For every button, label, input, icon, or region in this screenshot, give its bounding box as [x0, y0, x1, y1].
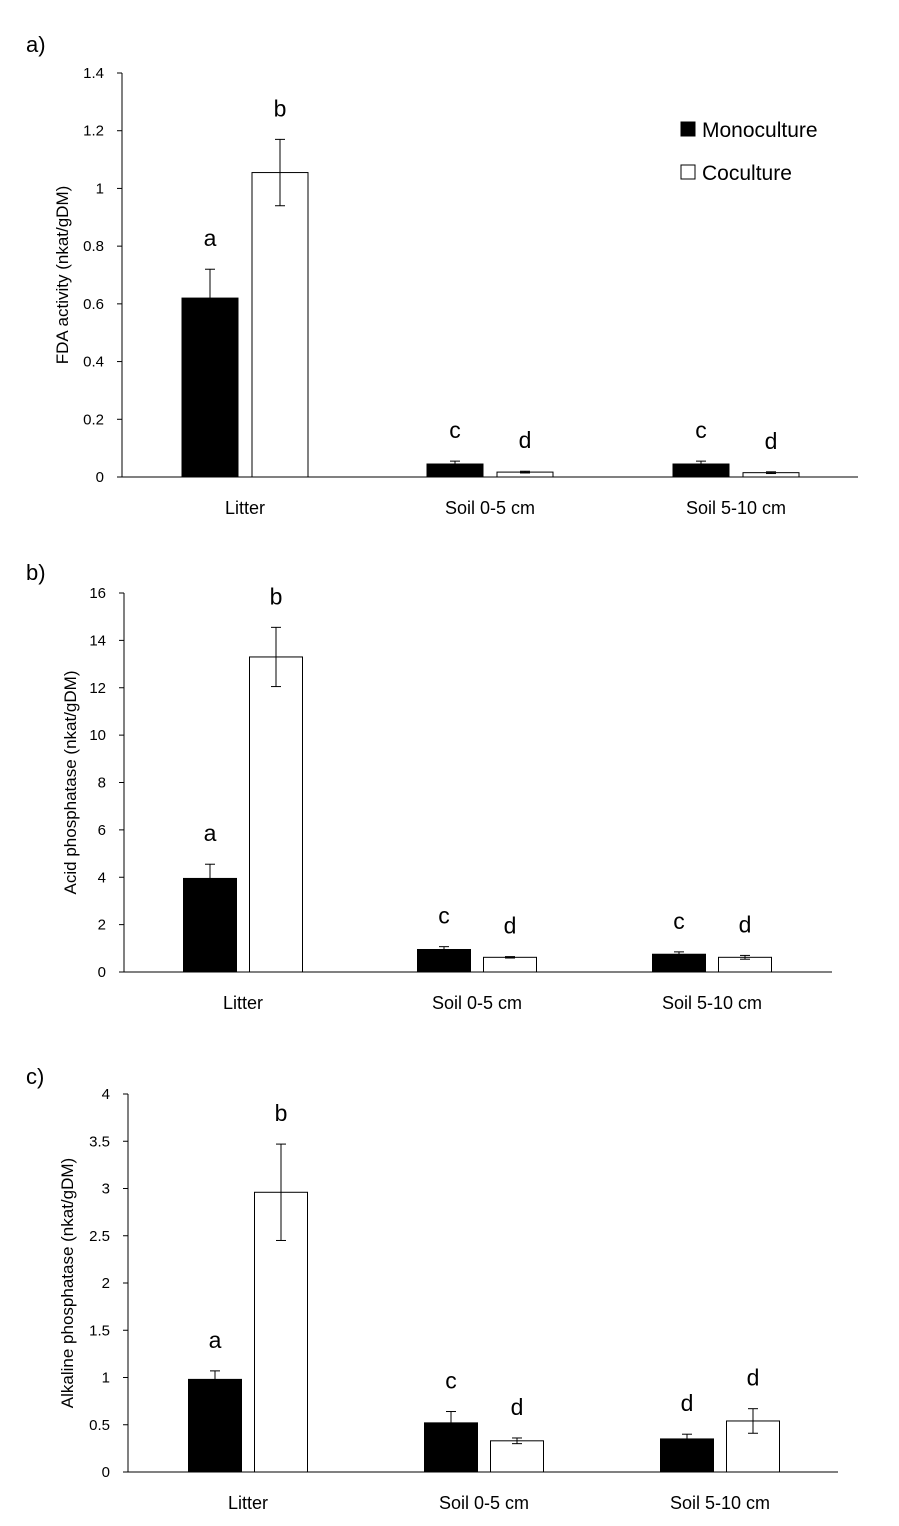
panel-label: a)	[26, 32, 46, 57]
y-tick-label: 6	[98, 822, 106, 839]
significance-letter: c	[449, 417, 461, 443]
significance-letter: c	[445, 1368, 457, 1394]
legend-swatch-monoculture	[680, 121, 696, 137]
significance-letter: d	[765, 428, 778, 454]
chart-panels: a) 0 0.2 0.4 0.6 0.8 1 1.2 1.4 FDA activity (nkat…	[26, 32, 858, 1513]
significance-letter: b	[275, 1100, 288, 1126]
y-axis-label: FDA activity (nkat/gDM)	[53, 186, 72, 365]
y-tick-label: 0	[96, 469, 104, 486]
y-tick-label: 3.5	[89, 1133, 110, 1150]
significance-letter: a	[204, 225, 217, 251]
bar-monoculture	[183, 877, 237, 973]
y-tick-label: 4	[102, 1086, 110, 1103]
legend-swatch-coculture	[680, 164, 696, 180]
y-tick-label: 2.5	[89, 1228, 110, 1245]
x-category-label: Soil 0-5 cm	[439, 1493, 529, 1513]
bar-monoculture	[417, 948, 471, 973]
significance-letter: d	[519, 427, 532, 453]
x-category-label: Soil 5-10 cm	[686, 498, 786, 518]
bar-coculture	[490, 1440, 544, 1473]
bar-monoculture	[660, 1438, 714, 1473]
legend: Monoculture Coculture	[680, 119, 818, 185]
bar-coculture	[249, 656, 303, 973]
y-tick-label: 0.5	[89, 1417, 110, 1434]
y-tick-label: 14	[89, 632, 106, 649]
y-tick-label: 0	[102, 1464, 110, 1481]
y-tick-label: 0.4	[83, 354, 104, 371]
y-tick-label: 1.5	[89, 1322, 110, 1339]
chart-panel: b) 0 2 4 6 8 10 12 14 16 Acid phosphatase (nkat/gD…	[26, 560, 832, 1013]
significance-letter: d	[681, 1390, 694, 1416]
x-category-label: Soil 0-5 cm	[432, 993, 522, 1013]
y-tick-label: 1	[102, 1370, 110, 1387]
bar-coculture	[251, 172, 309, 478]
y-tick-label: 1.2	[83, 123, 104, 140]
y-tick-label: 4	[98, 869, 106, 886]
significance-letter: d	[747, 1365, 760, 1391]
y-tick-label: 0.2	[83, 411, 104, 428]
significance-letter: c	[438, 903, 450, 929]
y-tick-label: 12	[89, 680, 106, 697]
significance-letter: a	[209, 1327, 222, 1353]
significance-letter: b	[274, 95, 287, 121]
x-category-label: Litter	[228, 1493, 268, 1513]
y-axis-label: Alkaline phosphatase (nkat/gDM)	[58, 1158, 77, 1408]
y-tick-label: 8	[98, 775, 106, 792]
x-category-label: Soil 0-5 cm	[445, 498, 535, 518]
significance-letter: d	[511, 1394, 524, 1420]
y-tick-label: 10	[89, 727, 106, 744]
x-category-label: Soil 5-10 cm	[662, 993, 762, 1013]
bar-coculture	[483, 956, 537, 973]
legend-label: Coculture	[702, 162, 792, 185]
chart-panel: a) 0 0.2 0.4 0.6 0.8 1 1.2 1.4 FDA activity (nkat…	[26, 32, 858, 518]
significance-letter: b	[270, 583, 283, 609]
panel-label: c)	[26, 1064, 44, 1089]
y-tick-label: 1	[96, 180, 104, 197]
significance-letter: a	[204, 820, 217, 846]
chart-panel: c) 0 0.5 1 1.5 2 2.5 3 3.5 4 Alkaline phosphatase …	[26, 1064, 838, 1513]
y-tick-label: 16	[89, 585, 106, 602]
y-tick-label: 0.8	[83, 238, 104, 255]
x-category-label: Litter	[225, 498, 265, 518]
y-tick-label: 2	[102, 1275, 110, 1292]
panel-label: b)	[26, 560, 46, 585]
legend-label: Monoculture	[702, 119, 818, 142]
x-category-label: Litter	[223, 993, 263, 1013]
significance-letter: d	[504, 913, 517, 939]
y-tick-label: 0	[98, 964, 106, 981]
significance-letter: c	[673, 908, 685, 934]
y-tick-label: 3	[102, 1181, 110, 1198]
x-category-label: Soil 5-10 cm	[670, 1493, 770, 1513]
bar-monoculture	[188, 1378, 242, 1473]
significance-letter: c	[695, 417, 707, 443]
significance-letter: d	[739, 911, 752, 937]
y-tick-label: 0.6	[83, 296, 104, 313]
y-axis-label: Acid phosphatase (nkat/gDM)	[61, 671, 80, 895]
y-tick-label: 2	[98, 917, 106, 934]
y-tick-label: 1.4	[83, 65, 104, 82]
